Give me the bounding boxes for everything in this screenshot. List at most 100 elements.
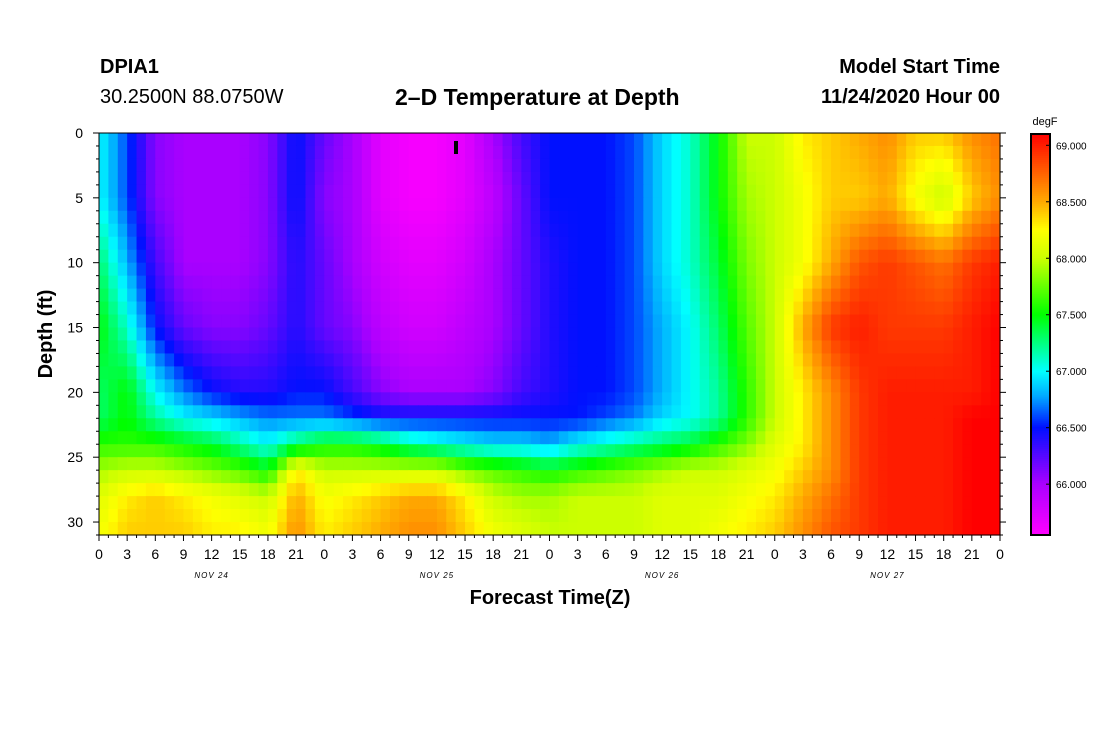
heatmap-cell bbox=[465, 327, 476, 342]
heatmap-cell bbox=[343, 288, 354, 303]
heatmap-cell bbox=[446, 340, 457, 355]
heatmap-cell bbox=[389, 379, 400, 393]
heatmap-cell bbox=[737, 145, 748, 160]
colorbar-segment bbox=[1031, 496, 1050, 500]
heatmap-cell bbox=[765, 197, 776, 212]
heatmap-cell bbox=[962, 171, 973, 186]
heatmap-cell bbox=[174, 470, 185, 484]
heatmap-cell bbox=[493, 249, 504, 264]
heatmap-cell bbox=[652, 496, 663, 510]
colorbar-segment bbox=[1031, 452, 1050, 456]
heatmap-cell bbox=[136, 249, 147, 264]
heatmap-cell bbox=[755, 210, 766, 225]
heatmap-cell bbox=[943, 327, 954, 342]
heatmap-cell bbox=[305, 275, 316, 290]
heatmap-cell bbox=[343, 405, 354, 419]
heatmap-cell bbox=[99, 340, 109, 355]
heatmap-cell bbox=[277, 301, 288, 316]
heatmap-cell bbox=[108, 288, 119, 303]
heatmap-cell bbox=[859, 366, 870, 380]
heatmap-cell bbox=[371, 210, 382, 225]
heatmap-cell bbox=[483, 366, 494, 380]
heatmap-cell bbox=[380, 171, 391, 186]
heatmap-cell bbox=[230, 353, 241, 368]
heatmap-cell bbox=[934, 509, 945, 523]
heatmap-cell bbox=[521, 249, 532, 264]
heatmap-cell bbox=[971, 145, 982, 160]
heatmap-cell bbox=[446, 457, 457, 471]
heatmap-cell bbox=[643, 236, 654, 251]
heatmap-cell bbox=[305, 483, 316, 497]
heatmap-cell bbox=[831, 210, 842, 225]
heatmap-cell bbox=[671, 133, 682, 147]
heatmap-cell bbox=[915, 288, 926, 303]
heatmap-cell bbox=[765, 496, 776, 510]
heatmap-cell bbox=[277, 145, 288, 160]
heatmap-cell bbox=[709, 431, 720, 445]
heatmap-cell bbox=[953, 509, 964, 523]
heatmap-cell bbox=[699, 249, 710, 264]
heatmap-cell bbox=[906, 275, 917, 290]
heatmap-cell bbox=[427, 158, 438, 173]
heatmap-cell bbox=[511, 236, 522, 251]
heatmap-cell bbox=[671, 171, 682, 186]
heatmap-cell bbox=[596, 509, 607, 523]
heatmap-cell bbox=[643, 223, 654, 238]
colorbar-segment bbox=[1031, 334, 1050, 337]
heatmap-cell bbox=[971, 249, 982, 264]
heatmap-cell bbox=[671, 405, 682, 419]
heatmap-cell bbox=[202, 301, 213, 316]
colorbar-segment bbox=[1031, 448, 1050, 452]
heatmap-cell bbox=[990, 392, 1001, 406]
heatmap-cell bbox=[465, 133, 476, 147]
heatmap-cell bbox=[493, 223, 504, 238]
heatmap-cell bbox=[662, 431, 673, 445]
heatmap-cell bbox=[267, 509, 278, 523]
heatmap-cell bbox=[267, 522, 278, 536]
heatmap-cell bbox=[962, 379, 973, 393]
colorbar-segment bbox=[1031, 280, 1050, 283]
heatmap-cell bbox=[145, 288, 156, 303]
heatmap-cell bbox=[765, 366, 776, 380]
heatmap-cell bbox=[605, 496, 616, 510]
heatmap-cell bbox=[192, 262, 203, 277]
heatmap-cell bbox=[605, 301, 616, 316]
heatmap-cell bbox=[868, 301, 879, 316]
heatmap-cell bbox=[971, 158, 982, 173]
heatmap-cell bbox=[981, 418, 992, 432]
heatmap-cell bbox=[145, 249, 156, 264]
heatmap-cell bbox=[343, 379, 354, 393]
colorbar-segment bbox=[1031, 460, 1050, 464]
colorbar-segment bbox=[1031, 314, 1050, 317]
heatmap-cell bbox=[258, 145, 269, 160]
heatmap-cell bbox=[755, 158, 766, 173]
heatmap-cell bbox=[183, 418, 194, 432]
heatmap-cell bbox=[953, 444, 964, 458]
heatmap-cell bbox=[296, 522, 307, 536]
heatmap-cell bbox=[934, 379, 945, 393]
heatmap-cell bbox=[943, 210, 954, 225]
heatmap-cell bbox=[962, 275, 973, 290]
heatmap-cell bbox=[615, 457, 626, 471]
heatmap-cell bbox=[662, 366, 673, 380]
heatmap-cell bbox=[615, 392, 626, 406]
heatmap-cell bbox=[145, 457, 156, 471]
heatmap-cell bbox=[727, 249, 738, 264]
heatmap-cell bbox=[399, 457, 410, 471]
heatmap-cell bbox=[145, 171, 156, 186]
heatmap-cell bbox=[755, 145, 766, 160]
heatmap-cell bbox=[174, 301, 185, 316]
heatmap-cell bbox=[192, 275, 203, 290]
heatmap-cell bbox=[502, 158, 513, 173]
colorbar-segment bbox=[1031, 356, 1050, 360]
heatmap-cell bbox=[831, 197, 842, 212]
heatmap-cell bbox=[746, 275, 757, 290]
heatmap-cell bbox=[361, 353, 372, 368]
heatmap-cell bbox=[896, 353, 907, 368]
heatmap-cell bbox=[493, 197, 504, 212]
heatmap-cell bbox=[549, 288, 560, 303]
heatmap-cell bbox=[249, 158, 260, 173]
heatmap-cell bbox=[511, 353, 522, 368]
heatmap-cell bbox=[258, 470, 269, 484]
heatmap-cell bbox=[117, 405, 128, 419]
